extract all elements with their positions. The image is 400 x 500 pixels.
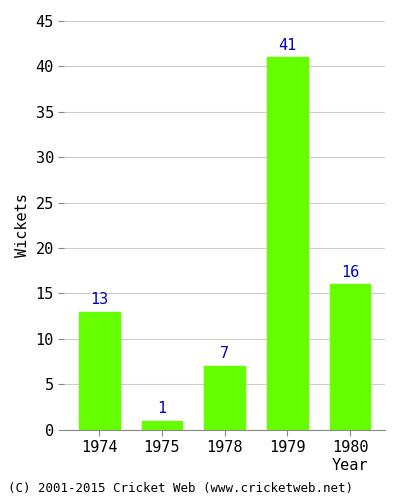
Bar <box>330 284 370 430</box>
Y-axis label: Wickets: Wickets <box>15 194 30 257</box>
Bar <box>79 312 120 430</box>
Text: 41: 41 <box>278 38 296 53</box>
Text: (C) 2001-2015 Cricket Web (www.cricketweb.net): (C) 2001-2015 Cricket Web (www.cricketwe… <box>8 482 353 495</box>
Bar <box>204 366 245 430</box>
Text: 1: 1 <box>157 401 166 416</box>
Text: 7: 7 <box>220 346 229 362</box>
Text: 13: 13 <box>90 292 108 307</box>
Bar <box>142 420 182 430</box>
Text: 16: 16 <box>341 265 359 280</box>
Text: Year: Year <box>332 458 368 472</box>
Bar <box>267 58 308 430</box>
